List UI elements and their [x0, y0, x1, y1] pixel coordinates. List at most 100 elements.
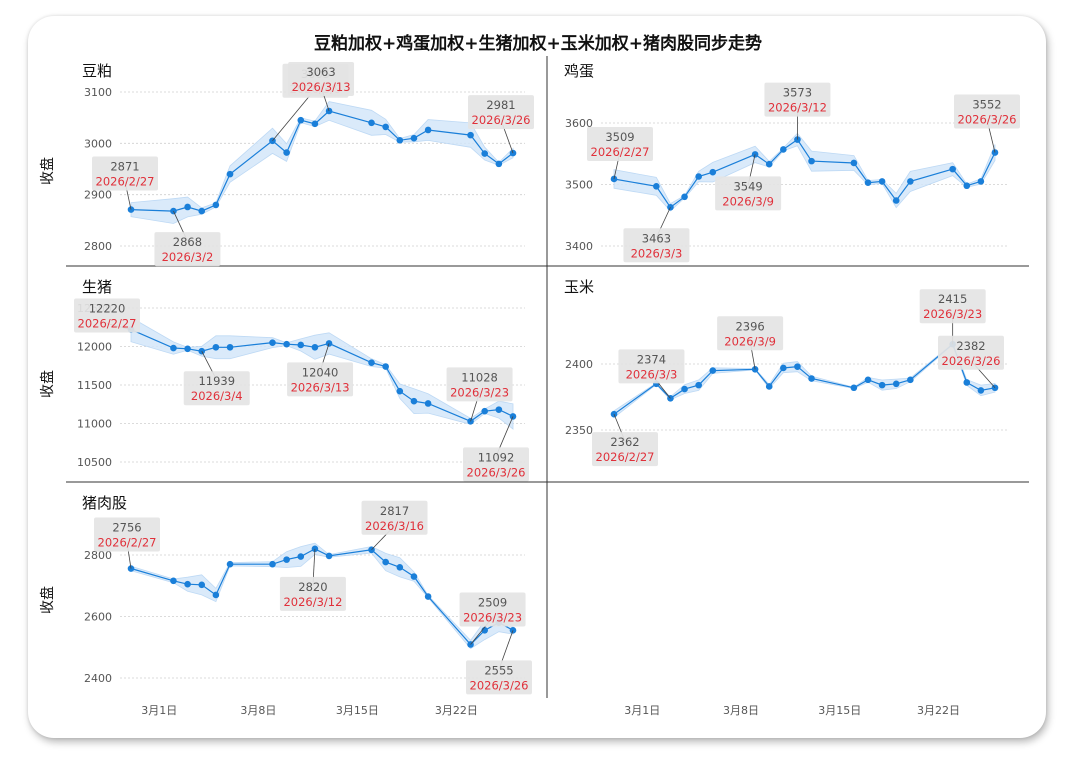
- data-point: [325, 552, 333, 560]
- data-point: [808, 375, 815, 382]
- annotation-value: 2981: [486, 98, 515, 112]
- data-point: [695, 173, 702, 180]
- panel-title: 鸡蛋: [564, 62, 594, 80]
- data-point: [907, 376, 914, 384]
- x-tick-label: 3月8日: [723, 704, 759, 717]
- data-point: [184, 203, 191, 211]
- x-tick-label: 3月22日: [435, 704, 478, 717]
- data-point: [283, 149, 290, 156]
- y-axis-label: 收盘: [39, 370, 56, 398]
- annotation-value: 2820: [298, 580, 327, 594]
- x-tick-label: 3月15日: [818, 704, 861, 717]
- annotation-value: 2509: [478, 595, 507, 609]
- data-point: [794, 363, 801, 370]
- annotation-date: 2026/3/12: [283, 595, 342, 609]
- annotation-box: [183, 371, 250, 406]
- data-point: [325, 107, 333, 115]
- data-point: [878, 178, 886, 185]
- annotation-date: 2026/3/16: [365, 519, 424, 533]
- annotation-date: 2026/3/23: [923, 307, 982, 321]
- annotation-date: 2026/3/3: [631, 246, 683, 260]
- series-line: [613, 138, 996, 209]
- data-point: [283, 340, 290, 348]
- data-point: [424, 126, 432, 134]
- data-point: [311, 343, 319, 351]
- data-point: [396, 387, 404, 395]
- annotation-value: 3463: [642, 231, 671, 245]
- annotation-date: 2026/3/3: [626, 367, 678, 381]
- y-tick-label: 3000: [84, 137, 112, 150]
- data-point: [368, 359, 375, 366]
- annotation-date: 2026/3/9: [722, 194, 774, 208]
- y-tick-label: 2800: [84, 240, 112, 253]
- data-point: [226, 170, 234, 178]
- annotation-date: 2026/3/13: [292, 80, 351, 94]
- annotation-box: [468, 95, 534, 130]
- annotation-value: 2555: [484, 663, 513, 677]
- annotation-box: [623, 228, 690, 263]
- data-point: [977, 387, 985, 394]
- annotation-box: [446, 367, 513, 402]
- data-point: [653, 183, 660, 190]
- annotation-date: 2026/2/27: [96, 175, 155, 189]
- annotation-box: [459, 592, 526, 627]
- y-tick-label: 3100: [84, 86, 112, 99]
- annotation-date: 2026/2/27: [591, 145, 650, 159]
- data-point: [963, 182, 971, 190]
- annotation-value: 2817: [380, 504, 409, 518]
- y-axis-label: 收盘: [39, 586, 56, 614]
- annotation-value: 2396: [735, 319, 764, 333]
- data-point: [212, 591, 220, 599]
- annotation-date: 2026/3/26: [472, 113, 531, 127]
- annotation-box: [954, 94, 1020, 129]
- annotation-date: 2026/3/2: [162, 250, 214, 264]
- data-point: [424, 400, 432, 407]
- annotation-date: 2026/3/13: [291, 380, 350, 394]
- y-tick-label: 2600: [84, 611, 112, 624]
- data-point: [495, 160, 503, 168]
- data-point: [170, 577, 177, 585]
- annotation-date: 2026/2/27: [98, 536, 157, 550]
- annotation-box: [587, 126, 653, 161]
- panel-2: 1050011000115001200012500生猪收盘122202026/2…: [39, 278, 529, 482]
- panel-title: 豆粕: [82, 62, 112, 80]
- x-tick-label: 3月1日: [624, 704, 660, 717]
- y-tick-label: 11000: [77, 418, 112, 431]
- annotation-box: [466, 660, 532, 695]
- data-point: [410, 397, 418, 405]
- annotation-value: 3063: [306, 65, 335, 79]
- annotation-value: 2362: [610, 435, 639, 449]
- y-tick-label: 10500: [77, 456, 112, 469]
- annotation-date: 2026/3/9: [724, 334, 776, 348]
- annotation-box: [154, 232, 221, 267]
- data-point: [878, 381, 886, 389]
- data-point: [695, 381, 702, 389]
- data-point: [709, 168, 717, 176]
- annotation-box: [361, 500, 428, 535]
- data-point: [212, 201, 220, 209]
- annotation-value: 2868: [173, 235, 202, 249]
- annotation-date: 2026/3/23: [450, 385, 509, 399]
- annotation-box: [463, 447, 529, 482]
- panel-3: 23502400玉米23622026/2/2723742026/3/323962…: [564, 278, 1007, 467]
- annotation-date: 2026/3/26: [467, 465, 526, 479]
- y-tick-label: 2800: [84, 549, 112, 562]
- annotation-value: 2756: [112, 521, 141, 535]
- annotation-box: [279, 576, 346, 611]
- data-point: [297, 116, 305, 124]
- data-point: [765, 160, 773, 168]
- data-point: [424, 593, 432, 600]
- data-point: [808, 157, 815, 165]
- data-point: [780, 146, 787, 153]
